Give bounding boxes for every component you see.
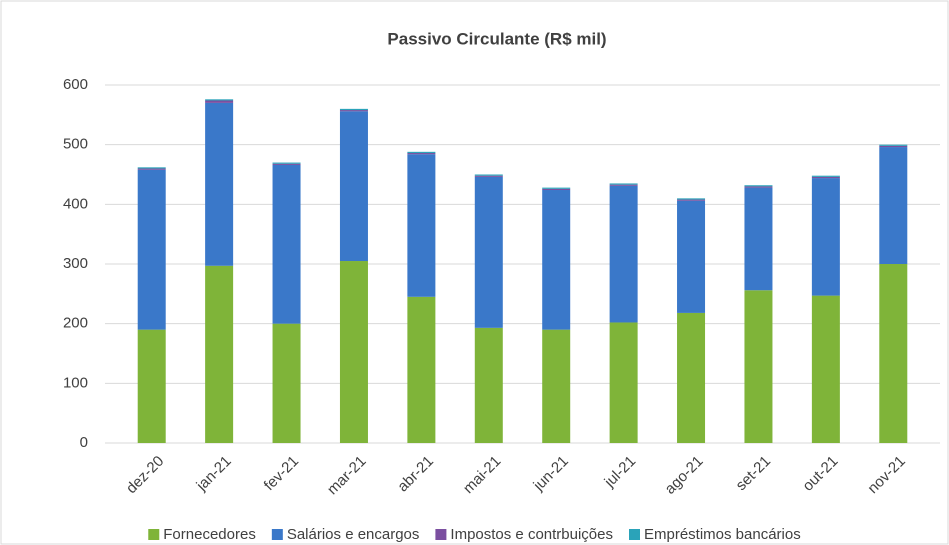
bar-segment	[137, 329, 166, 443]
bar-segment	[609, 185, 638, 323]
bar-segment	[407, 154, 436, 297]
bar-segment	[272, 164, 301, 324]
bar-segment	[744, 187, 773, 291]
bar-segment	[339, 110, 368, 112]
bar-segment	[407, 153, 436, 155]
bar-segment	[542, 187, 571, 189]
bar-segment	[205, 265, 234, 443]
bar-segment	[137, 169, 166, 330]
bar-segment	[609, 183, 638, 185]
bar-segment	[744, 185, 773, 187]
y-tick-label: 500	[63, 136, 88, 153]
bar-segment	[677, 198, 706, 200]
bar-segment	[677, 312, 706, 443]
bar-segment	[744, 290, 773, 443]
y-tick-label: 600	[63, 76, 88, 93]
bar-segment	[811, 175, 840, 177]
legend-swatch	[435, 529, 447, 540]
legend-swatch	[629, 529, 640, 540]
legend-swatch	[148, 529, 160, 540]
y-tick-label: 0	[80, 434, 88, 451]
bar-segment	[879, 147, 908, 264]
bar-segment	[474, 175, 503, 177]
bar-segment	[339, 261, 368, 443]
bar-segment	[137, 168, 166, 170]
bar-segment	[542, 190, 571, 330]
bar-segment	[677, 200, 706, 313]
chart-title: Passivo Circulante (R$ mil)	[387, 29, 606, 48]
y-tick-label: 400	[63, 195, 88, 212]
bar-segment	[811, 176, 840, 179]
bar-segment	[879, 144, 908, 146]
bar-segment	[474, 327, 503, 443]
bar-segment	[272, 323, 301, 443]
bar-segment	[205, 100, 234, 103]
bar-segment	[272, 163, 301, 165]
bar-segment	[339, 111, 368, 262]
legend-label: Impostos e contrbuições	[450, 526, 613, 543]
bar-segment	[811, 178, 840, 296]
legend-label: Fornecedores	[163, 526, 256, 543]
legend-label: Empréstimos bancários	[644, 526, 801, 543]
bar-segment	[811, 295, 840, 443]
y-tick-label: 300	[63, 255, 88, 272]
bar-segment	[407, 296, 436, 443]
y-tick-label: 200	[63, 315, 88, 332]
bar-segment	[339, 108, 368, 111]
y-tick-label: 100	[63, 374, 88, 391]
bar-segment	[879, 145, 908, 148]
bar-segment	[542, 188, 571, 191]
bar-segment	[744, 186, 773, 188]
bar-segment	[272, 162, 301, 164]
bar-segment	[879, 264, 908, 443]
bar-segment	[474, 174, 503, 176]
bar-segment	[137, 167, 166, 169]
legend-swatch	[271, 529, 283, 540]
bar-segment	[407, 151, 436, 154]
bar-segment	[609, 322, 638, 443]
bar-segment	[609, 184, 638, 186]
bar-segment	[677, 199, 706, 201]
legend-label: Salários e encargos	[287, 526, 420, 543]
bar-segment	[205, 102, 234, 266]
bar-segment	[542, 329, 571, 443]
bar-segment	[474, 176, 503, 328]
bar-segment	[205, 99, 234, 101]
